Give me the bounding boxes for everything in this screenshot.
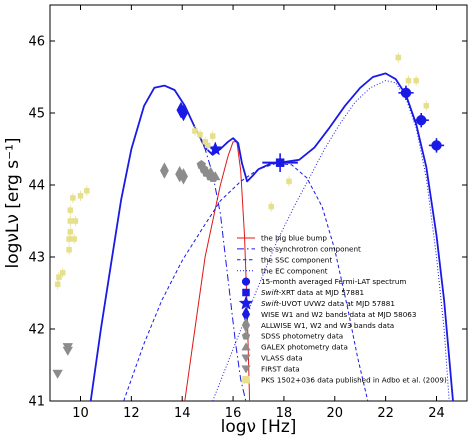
point-pks: [71, 236, 77, 242]
legend-label: the EC component: [261, 266, 328, 275]
legend-item: PKS 1502+036 data published in Adbo et a…: [242, 375, 447, 384]
legend-swatch: [241, 365, 251, 374]
legend-label: Swift-XRT data at MJD 57881: [261, 288, 364, 297]
model-curves: [89, 72, 454, 401]
legend-item: FIRST data: [241, 364, 300, 374]
legend-swatch: [241, 317, 251, 333]
y-tick-label: 43: [28, 251, 45, 266]
point-pks: [395, 54, 402, 61]
point-pks: [72, 218, 79, 224]
legend-item: 15-month averaged Fermi-LAT spectrum: [241, 277, 406, 286]
point-pks: [70, 195, 76, 201]
legend-label: 15-month averaged Fermi-LAT spectrum: [261, 277, 406, 286]
legend-label: the SSC component: [261, 255, 332, 264]
point-pks: [67, 207, 74, 213]
point-pks: [197, 131, 203, 138]
legend-label: PKS 1502+036 data published in Adbo et a…: [261, 375, 447, 384]
point-galex: [205, 166, 216, 176]
legend-item: Swift-UVOT UVW2 data at MJD 57881: [238, 295, 395, 310]
legend-label: the big blue bump: [261, 234, 327, 243]
x-tick-label: 24: [428, 406, 445, 421]
axis-ticks: 10 12 14 16 18 20 22 24 41 42 43 44 45 46: [28, 5, 467, 421]
legend-swatch: [238, 295, 254, 310]
legend-swatch: [241, 342, 251, 351]
point-wise: [179, 104, 188, 122]
curve-the-ssc-component: [123, 162, 369, 401]
curve-the-ec-component: [212, 80, 450, 401]
legend-label: VLASS data: [261, 354, 303, 363]
x-tick-label: 16: [225, 406, 242, 421]
point-first: [52, 369, 63, 379]
point-pks: [413, 77, 419, 84]
x-tick-label: 22: [377, 406, 394, 421]
point-pks: [423, 103, 430, 109]
curve-total: [89, 72, 454, 401]
y-axis-label: logνLν [erg s⁻¹]: [3, 137, 23, 268]
legend-label: ALLWISE W1, W2 and W3 bands data: [261, 321, 394, 330]
point-pks: [286, 178, 292, 185]
legend-label: SDSS photometry data: [261, 332, 343, 341]
legend-label: Swift-UVOT UVW2 data at MJD 57881: [261, 299, 395, 308]
y-tick-label: 44: [28, 179, 45, 194]
data-points: [52, 52, 445, 379]
plot-frame: [49, 4, 468, 402]
point-pks: [204, 142, 211, 149]
point-pks: [84, 188, 90, 194]
point-pks: [268, 203, 274, 210]
point-pks: [67, 218, 74, 224]
point-pks: [66, 236, 72, 242]
legend-item: GALEX photometry data: [241, 342, 348, 352]
y-tick-label: 41: [28, 395, 45, 410]
point-pks: [67, 229, 74, 235]
point-pks: [54, 281, 61, 288]
legend-item: SDSS photometry data: [241, 331, 343, 341]
legend-label: WISE W1 and W2 bands data at MJD 58063: [261, 310, 416, 319]
y-tick-label: 45: [28, 107, 45, 122]
legend-swatch: [242, 288, 250, 297]
x-tick-label: 12: [123, 406, 140, 421]
x-tick-label: 10: [72, 406, 89, 421]
x-tick-label: 20: [327, 406, 344, 421]
point-15-month: [400, 87, 412, 99]
point-pks: [209, 133, 216, 139]
point-pks: [59, 270, 66, 276]
x-tick-label: 18: [276, 406, 293, 421]
legend-label: GALEX photometry data: [261, 343, 348, 352]
legend-label: FIRST data: [261, 364, 300, 373]
legend-swatch: [241, 277, 251, 286]
x-tick-label: 14: [174, 406, 191, 421]
point-allwise: [179, 168, 188, 185]
legend-swatch: [241, 331, 251, 340]
legend: the big blue bump the synchrotron compone…: [237, 234, 447, 384]
legend-item: the SSC component: [237, 255, 332, 264]
point-pks: [192, 128, 198, 134]
legend-item: VLASS data: [241, 354, 303, 363]
point-pks: [77, 193, 84, 199]
y-tick-label: 42: [28, 323, 45, 338]
legend-item: ALLWISE W1, W2 and W3 bands data: [241, 317, 394, 333]
curve-the-big-blue-bump: [184, 141, 251, 401]
point-swift-xrt: [275, 158, 285, 167]
point-allwise: [159, 162, 169, 179]
legend-item: WISE W1 and W2 bands data at MJD 58063: [241, 306, 416, 322]
y-tick-label: 46: [28, 35, 45, 50]
legend-label: the synchrotron component: [261, 245, 361, 254]
point-pks: [56, 274, 62, 280]
point-15-month: [416, 115, 427, 126]
legend-swatch: [241, 354, 251, 363]
point-15-month: [431, 140, 442, 151]
legend-swatch: [242, 375, 250, 384]
legend-item: Swift-XRT data at MJD 57881: [242, 288, 364, 297]
legend-item: the synchrotron component: [237, 245, 361, 254]
legend-item: the big blue bump: [237, 234, 327, 243]
x-axis-label: logν [Hz]: [221, 417, 297, 437]
point-vlass: [62, 346, 74, 356]
point-pks: [66, 247, 72, 253]
legend-item: the EC component: [237, 266, 328, 275]
point-galex: [210, 171, 221, 181]
point-pks: [405, 77, 412, 84]
